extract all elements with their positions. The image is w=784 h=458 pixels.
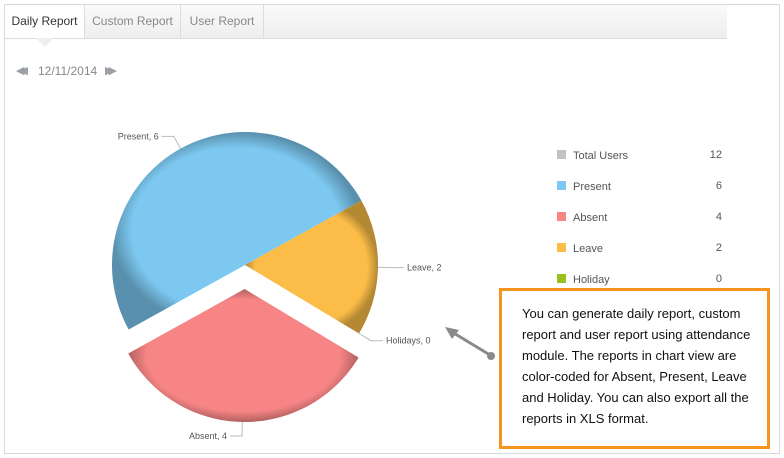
legend-label-total-users: Total Users — [573, 150, 629, 162]
tab-daily-report[interactable]: Daily Report — [5, 5, 85, 38]
report-date: 12/11/2014 — [38, 64, 98, 78]
active-tab-pointer — [36, 38, 54, 47]
info-callout: You can generate daily report, custom re… — [499, 288, 770, 449]
slice-label-holidays: Holidays, 0 — [386, 336, 431, 346]
double-chevron-left-icon[interactable]: ◀◀ — [16, 65, 28, 77]
slice-label-present: Present, 6 — [118, 131, 159, 141]
legend-value-holiday: 0 — [716, 273, 722, 285]
leader-line-present — [161, 135, 181, 149]
legend-label-absent: Absent — [573, 212, 607, 224]
legend-value-present: 6 — [716, 180, 722, 192]
legend-swatch-leave — [557, 243, 566, 252]
double-chevron-right-icon[interactable]: ▶▶ — [105, 65, 117, 77]
tab-custom-report[interactable]: Custom Report — [85, 5, 181, 38]
legend-swatch-holiday — [557, 274, 566, 283]
leader-line-holidays — [358, 333, 384, 342]
slice-label-absent: Absent, 4 — [189, 431, 227, 441]
leader-line-absent — [230, 421, 243, 437]
legend-label-present: Present — [573, 181, 611, 193]
legend-swatch-absent — [557, 212, 566, 221]
callout-arrow — [445, 327, 495, 360]
legend-swatch-total-users — [557, 150, 566, 159]
callout-text: You can generate daily report, custom re… — [522, 306, 751, 426]
slice-label-leave: Leave, 2 — [407, 263, 442, 273]
report-tabs: Daily Report Custom Report User Report — [5, 5, 727, 39]
legend-label-leave: Leave — [573, 243, 603, 255]
chart-legend: Total Users 12 Present 6 Absent 4 Leave 2 Holida… — [557, 149, 722, 286]
legend-label-holiday: Holiday — [573, 274, 610, 286]
tab-user-report[interactable]: User Report — [181, 5, 264, 38]
legend-value-leave: 2 — [716, 242, 722, 254]
pie-slices — [112, 132, 378, 422]
slice-labels: Present, 6 Leave, 2 Holidays, 0 Absent, 4 — [118, 131, 442, 441]
legend-value-absent: 4 — [716, 211, 722, 223]
legend-value-total-users: 12 — [710, 149, 722, 161]
legend-swatch-present — [557, 181, 566, 190]
